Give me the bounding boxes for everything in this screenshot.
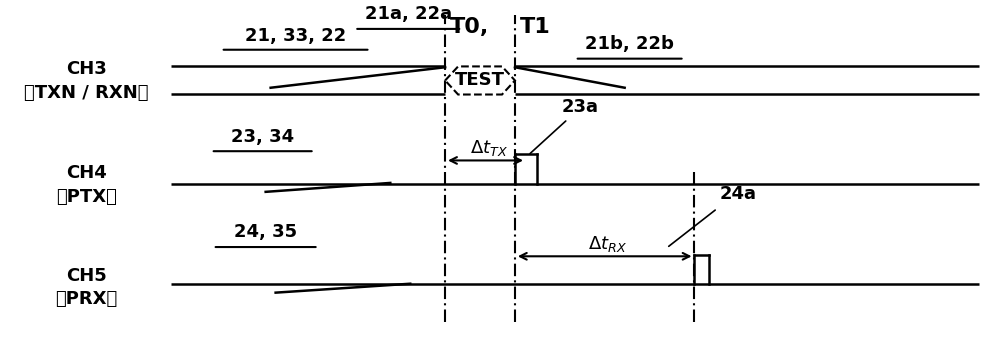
Polygon shape (445, 66, 515, 94)
Text: 21, 33, 22: 21, 33, 22 (245, 27, 346, 45)
Text: 21a, 22a: 21a, 22a (365, 5, 452, 23)
Text: $\Delta t_{TX}$: $\Delta t_{TX}$ (470, 138, 508, 158)
Text: T1: T1 (520, 17, 551, 37)
Text: $\Delta t_{RX}$: $\Delta t_{RX}$ (588, 234, 627, 254)
Text: 23a: 23a (562, 98, 599, 116)
Text: T0,: T0, (450, 17, 489, 37)
Text: 24, 35: 24, 35 (234, 223, 297, 241)
Text: CH3
（TXN / RXN）: CH3 （TXN / RXN） (24, 60, 148, 102)
Text: CH4
（PTX）: CH4 （PTX） (56, 164, 117, 206)
Text: CH5
（PRX）: CH5 （PRX） (55, 267, 117, 308)
Text: 24a: 24a (719, 185, 756, 204)
Text: 21b, 22b: 21b, 22b (585, 35, 674, 53)
Text: 23, 34: 23, 34 (231, 128, 294, 146)
Text: TEST: TEST (455, 71, 505, 89)
